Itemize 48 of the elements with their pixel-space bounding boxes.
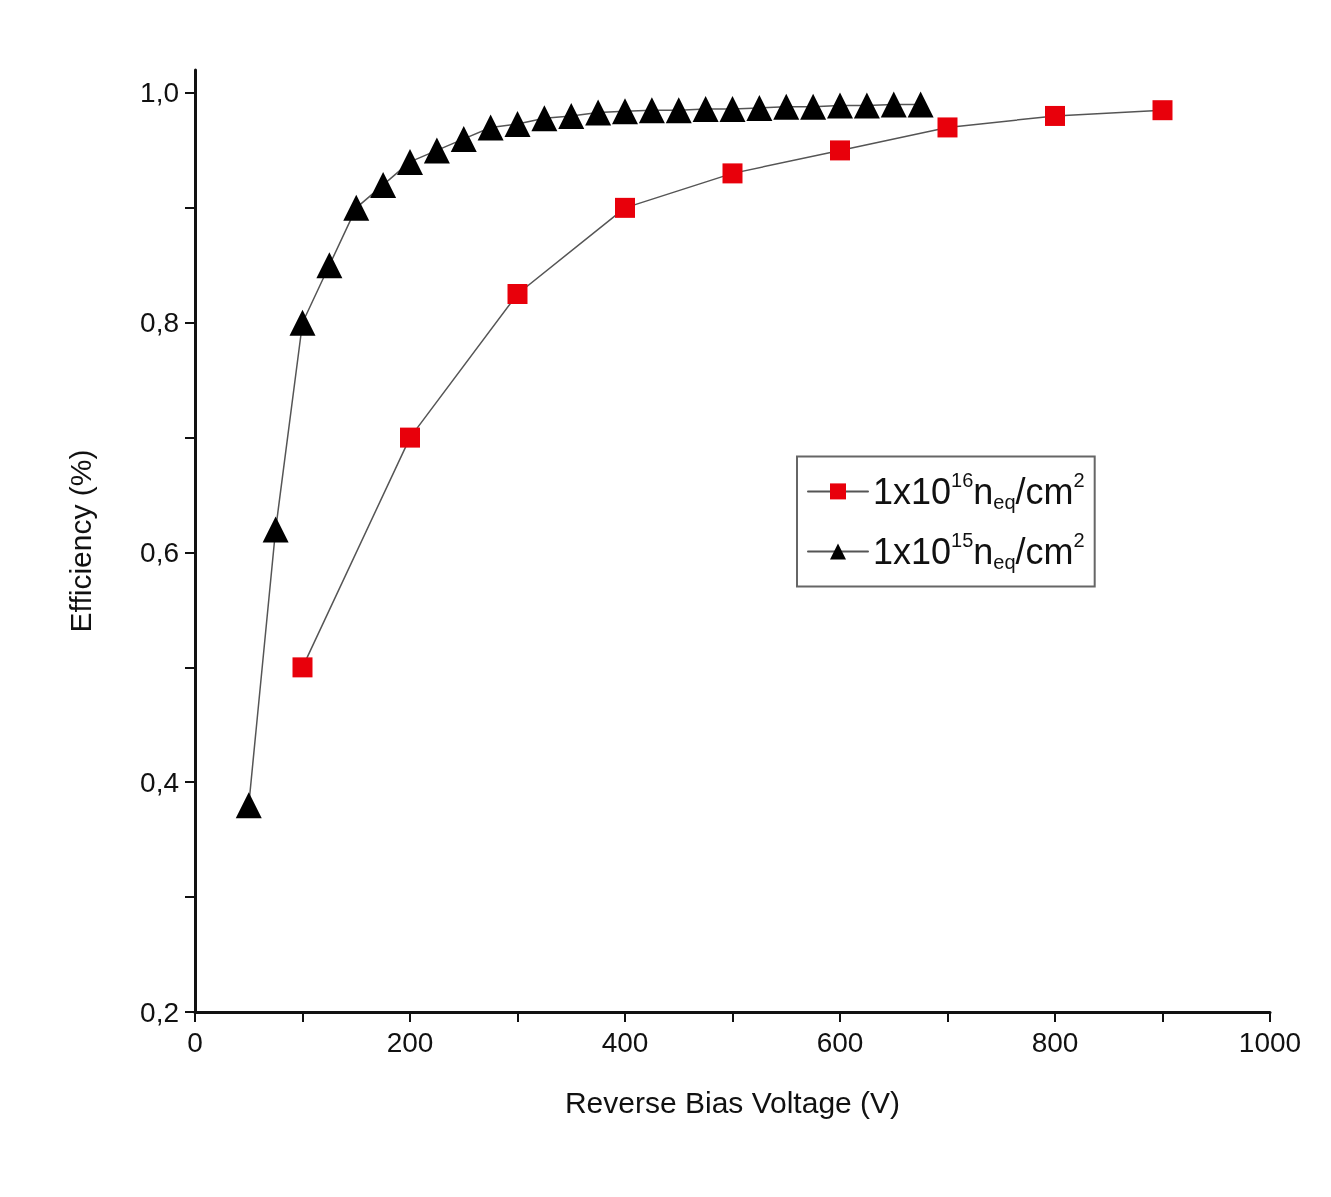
x-tick-label: 600 xyxy=(816,1026,864,1058)
point xyxy=(316,252,343,279)
point xyxy=(612,98,638,125)
point xyxy=(615,197,635,218)
point xyxy=(235,792,262,819)
point xyxy=(800,93,827,120)
point xyxy=(289,309,316,336)
point xyxy=(665,97,692,124)
x-axis-title: Reverse Bias Voltage (V) xyxy=(564,1085,901,1119)
point xyxy=(531,105,558,132)
point xyxy=(907,91,934,118)
point xyxy=(558,102,585,129)
y-tick-label: 1,0 xyxy=(140,77,179,109)
x-tick-label: 0 xyxy=(187,1026,203,1058)
point xyxy=(262,516,289,543)
y-tick-label: 0,4 xyxy=(140,766,179,798)
point xyxy=(504,110,531,137)
y-tick-label: 0,6 xyxy=(140,536,179,568)
point xyxy=(853,92,880,119)
point xyxy=(1045,105,1065,126)
point xyxy=(585,99,612,126)
point xyxy=(397,148,423,175)
point xyxy=(638,97,665,124)
point xyxy=(450,125,477,152)
y-tick-label: 0,8 xyxy=(140,307,179,339)
y-tick-label: 0,2 xyxy=(140,996,179,1028)
point xyxy=(507,284,528,305)
x-tick-label: 400 xyxy=(601,1026,649,1058)
point xyxy=(343,194,370,221)
point xyxy=(880,91,907,118)
x-tick-label: 200 xyxy=(386,1026,434,1058)
point xyxy=(1152,100,1173,121)
x-tick-label: 800 xyxy=(1031,1026,1079,1058)
point xyxy=(719,96,746,123)
point xyxy=(400,427,420,448)
point xyxy=(937,117,958,138)
point xyxy=(692,96,719,123)
point xyxy=(370,171,397,198)
point xyxy=(746,94,773,121)
point xyxy=(773,93,800,120)
point xyxy=(827,92,853,119)
point xyxy=(423,137,450,164)
point xyxy=(292,657,313,678)
point xyxy=(830,140,850,161)
point xyxy=(477,114,504,141)
y-axis-title: Efficiency (%) xyxy=(63,449,97,633)
x-tick-label: 1000 xyxy=(1238,1026,1302,1058)
point xyxy=(722,163,743,184)
